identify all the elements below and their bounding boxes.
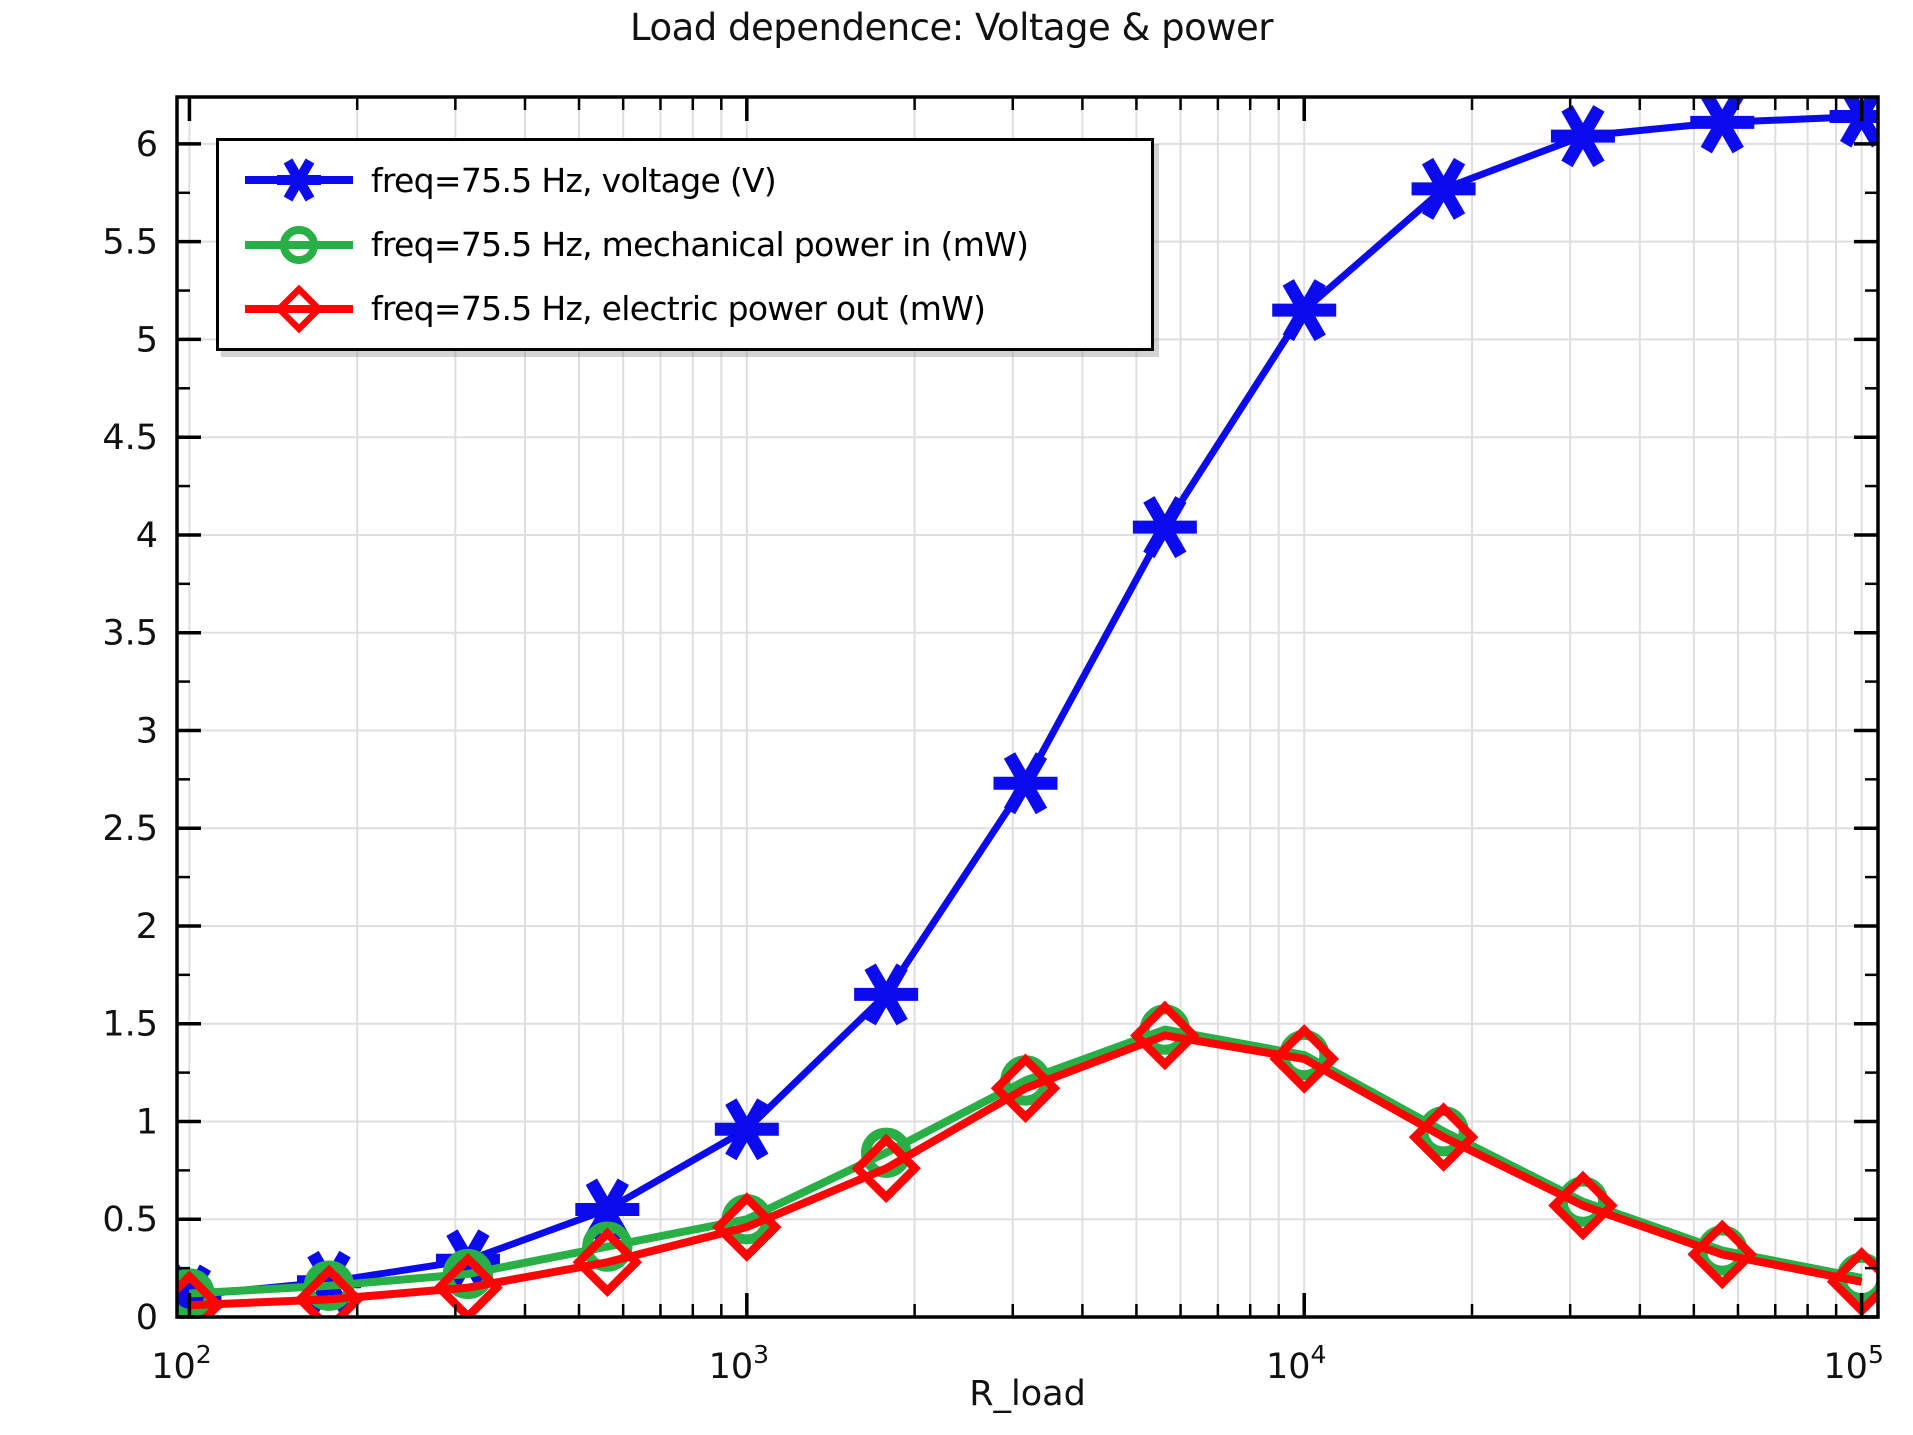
plot-frame xyxy=(175,95,1880,1319)
y-tick-label: 5 xyxy=(136,320,158,360)
diamond-marker-icon xyxy=(1130,1000,1200,1071)
data-point xyxy=(572,1227,643,1298)
diamond-marker-icon xyxy=(178,1270,225,1316)
y-tick-label: 1.5 xyxy=(102,1005,158,1045)
data-point xyxy=(1269,1024,1339,1094)
asterisk-marker-icon xyxy=(1700,98,1744,154)
legend-swatch-marker xyxy=(279,225,319,264)
x-tick-label: 103 xyxy=(709,1340,769,1387)
chart-title: Load dependence: Voltage & power xyxy=(629,6,1274,49)
data-point xyxy=(990,1053,1061,1124)
legend-label-electric-power: freq=75.5 Hz, electric power out (mW) xyxy=(371,289,986,329)
diamond-marker-icon xyxy=(1687,1219,1758,1290)
diamond-marker-icon xyxy=(433,1252,503,1316)
y-tick-label: 1 xyxy=(136,1102,158,1142)
diamond-marker-icon xyxy=(851,1133,921,1204)
legend-label-mechanical-power: freq=75.5 Hz, mechanical power in (mW) xyxy=(371,225,1029,264)
legend-entry-voltage: freq=75.5 Hz, voltage (V) xyxy=(243,149,1151,211)
legend-entry-electric-power: freq=75.5 Hz, electric power out (mW) xyxy=(243,278,1151,340)
y-tick-label: 3 xyxy=(136,711,158,751)
diamond-marker-icon xyxy=(990,1053,1061,1124)
y-tick-label: 6 xyxy=(136,125,158,165)
circle-marker-icon xyxy=(279,225,319,264)
diamond-marker-icon xyxy=(712,1192,782,1262)
x-tick-label: 105 xyxy=(1823,1340,1883,1387)
diamond-marker-icon xyxy=(1408,1102,1479,1172)
legend: freq=75.5 Hz, voltage (V) freq=75.5 Hz, … xyxy=(216,138,1154,351)
x-tick-label: 104 xyxy=(1266,1340,1326,1387)
asterisk-marker-icon xyxy=(245,158,353,202)
data-point xyxy=(851,1133,921,1204)
asterisk-marker-icon xyxy=(1282,279,1326,342)
data-point xyxy=(1690,98,1755,154)
legend-label-voltage: freq=75.5 Hz, voltage (V) xyxy=(371,160,777,200)
legend-swatch-marker xyxy=(277,158,321,202)
data-point xyxy=(1687,1219,1758,1290)
data-point xyxy=(582,1221,633,1272)
data-point xyxy=(993,752,1058,815)
data-point xyxy=(1548,1170,1618,1241)
y-tick-label: 4.5 xyxy=(102,418,158,458)
asterisk-marker-icon xyxy=(1421,157,1466,220)
data-point xyxy=(854,963,919,1026)
circle-marker-icon xyxy=(582,1221,633,1272)
data-point xyxy=(712,1192,782,1262)
x-tick-labels: 102 103 104 105 xyxy=(151,1340,1884,1387)
asterisk-marker-icon xyxy=(1003,752,1048,815)
diamond-marker-icon xyxy=(1269,1024,1339,1094)
y-tick-label: 0 xyxy=(136,1298,158,1338)
y-tick-labels: 0 0.5 1 1.5 2 2.5 3 3.5 4 4.5 5 5.5 6 xyxy=(102,125,158,1338)
data-point xyxy=(1272,279,1337,342)
x-tick-label: 102 xyxy=(151,1340,211,1387)
data-point xyxy=(433,1252,503,1316)
asterisk-marker-icon xyxy=(1143,496,1187,559)
y-tick-label: 2 xyxy=(136,907,158,947)
axis-ticks xyxy=(177,97,1878,1319)
diamond-marker-icon xyxy=(1548,1170,1618,1241)
diamond-marker-icon xyxy=(274,284,324,334)
y-tick-label: 2.5 xyxy=(102,809,158,849)
circle-marker-icon xyxy=(245,225,353,264)
asterisk-marker-icon xyxy=(864,963,908,1026)
asterisk-marker-icon xyxy=(283,158,315,202)
x-axis-title: R_load xyxy=(969,1374,1086,1414)
diamond-marker-icon xyxy=(245,284,353,334)
data-point xyxy=(1408,1102,1479,1172)
data-point xyxy=(1411,157,1476,220)
data-point xyxy=(1130,1000,1200,1071)
asterisk-marker-icon xyxy=(725,1098,769,1161)
diamond-marker-icon xyxy=(294,1264,364,1316)
data-point xyxy=(1550,105,1615,168)
y-tick-label: 3.5 xyxy=(102,614,158,654)
y-tick-label: 5.5 xyxy=(102,223,158,263)
legend-entry-mechanical-power: freq=75.5 Hz, mechanical power in (mW) xyxy=(243,214,1151,276)
data-point xyxy=(178,1270,225,1316)
data-point xyxy=(1132,496,1197,559)
y-tick-label: 4 xyxy=(136,516,158,556)
diamond-marker-icon xyxy=(572,1227,643,1298)
legend-swatch-marker xyxy=(274,284,324,334)
asterisk-marker-icon xyxy=(1561,105,1605,168)
data-point xyxy=(714,1098,779,1161)
series-line-2 xyxy=(189,1031,1863,1310)
y-tick-label: 0.5 xyxy=(102,1200,158,1240)
data-point xyxy=(294,1264,364,1316)
